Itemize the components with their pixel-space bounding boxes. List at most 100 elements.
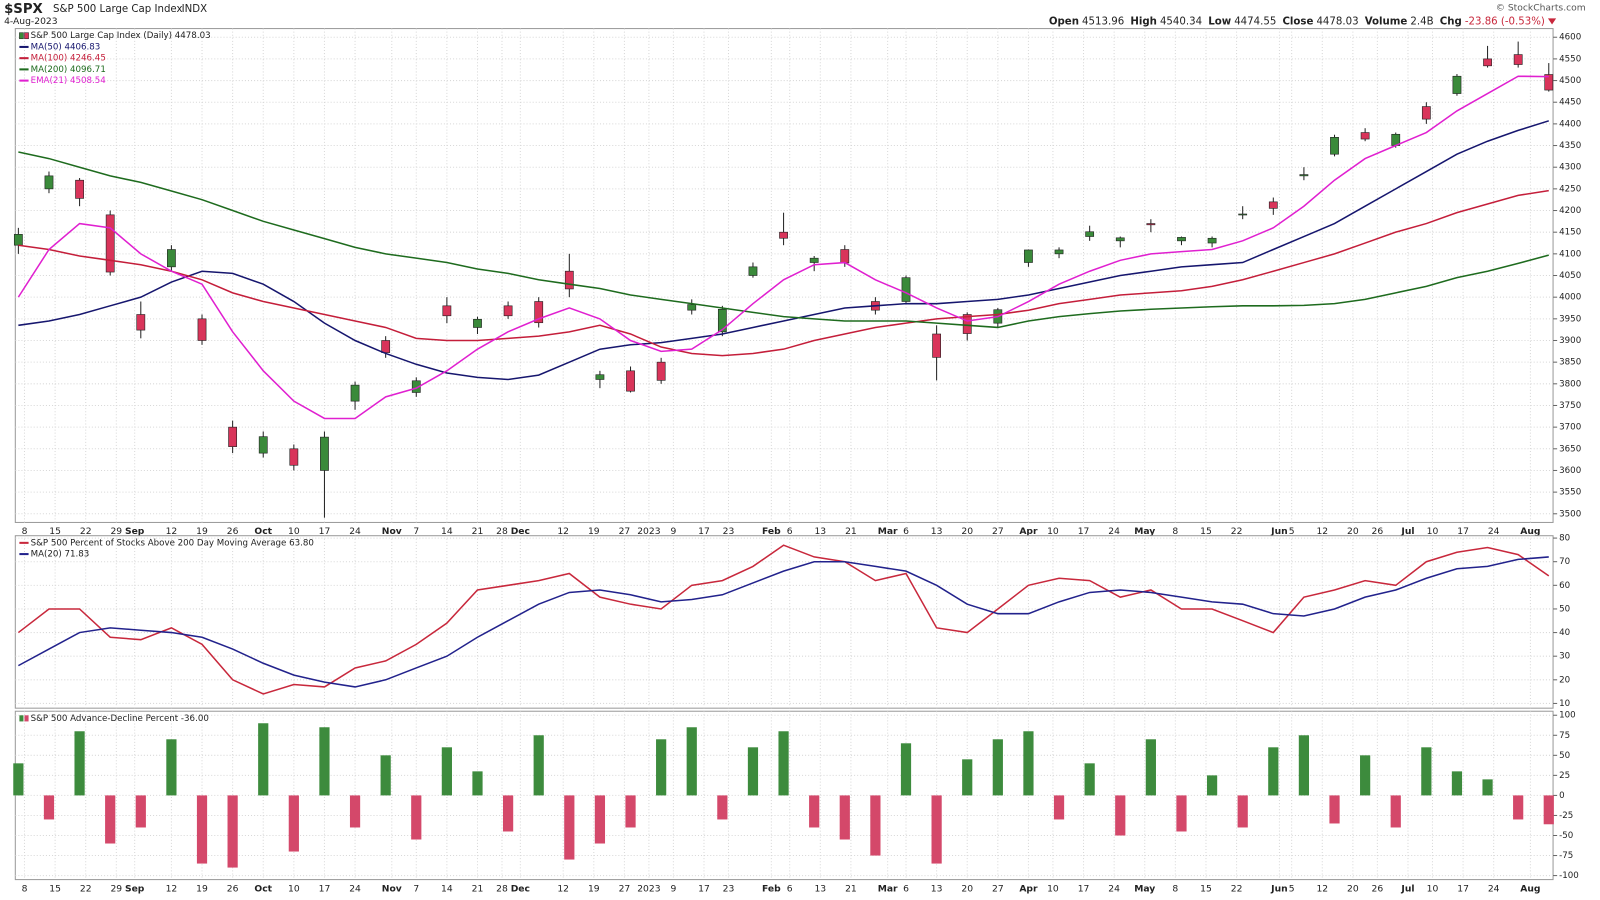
- quote-value: 4540.34: [1160, 16, 1202, 27]
- candle-body: [258, 436, 268, 454]
- y-tick-label: 20: [1559, 675, 1570, 685]
- symbol: $SPX: [4, 2, 43, 17]
- candle-body: [320, 436, 329, 471]
- x-tick-label: 24: [1488, 883, 1500, 894]
- x-tick-label: Aug: [1520, 883, 1540, 894]
- x-tick-label: 29: [110, 883, 122, 894]
- x-tick-label: 21: [845, 883, 857, 894]
- candle-body: [595, 374, 605, 380]
- bar: [686, 727, 697, 796]
- x-tick-label: 29: [110, 526, 122, 537]
- legend-label: EMA(21) 4508.54: [31, 76, 107, 86]
- x-tick-label: 17: [319, 526, 331, 537]
- x-tick-label: 26: [1372, 883, 1384, 894]
- candle-body: [1330, 137, 1339, 155]
- legend-label: MA(50) 4406.83: [31, 42, 101, 52]
- bar: [747, 747, 759, 796]
- x-tick-label: Dec: [511, 526, 530, 537]
- x-tick-label: 21: [472, 526, 484, 537]
- x-tick-label: 19: [196, 526, 208, 537]
- candle-body: [503, 305, 513, 317]
- legend-label: S&P 500 Large Cap Index (Daily) 4478.03: [31, 31, 211, 41]
- x-tick-label: 8: [22, 526, 28, 537]
- y-tick-label: 4550: [1559, 54, 1581, 64]
- candle-body: [687, 304, 697, 311]
- candle-body: [779, 231, 788, 239]
- x-tick-label: 6: [787, 526, 793, 537]
- x-tick-label: 27: [992, 883, 1004, 894]
- legend-label: MA(200) 4096.71: [31, 65, 106, 75]
- bar: [43, 795, 55, 820]
- x-tick-label: 17: [1457, 526, 1469, 537]
- y-tick-label: 3850: [1559, 358, 1581, 368]
- quote-value: 4474.55: [1234, 16, 1276, 27]
- x-tick-label: 17: [698, 526, 710, 537]
- x-tick-label: 10: [1427, 526, 1439, 537]
- y-tick-label: -50: [1559, 831, 1573, 841]
- bar: [1390, 795, 1401, 828]
- y-tick-label: 4300: [1559, 163, 1581, 173]
- x-tick-label: 22: [80, 883, 92, 894]
- x-tick-label: Nov: [382, 526, 402, 537]
- x-tick-label: 6: [903, 883, 909, 894]
- bar: [564, 795, 575, 860]
- x-tick-label: May: [1134, 526, 1155, 537]
- quote: Open 4513.96 High 4540.34 Low 4474.55 Close 447…: [1049, 16, 1545, 27]
- x-tick-label: 15: [1200, 883, 1212, 894]
- bar: [196, 795, 208, 864]
- x-tick-label: Dec: [511, 883, 530, 894]
- x-tick-label: 10: [1047, 526, 1059, 537]
- candle-body: [1207, 237, 1217, 244]
- candle-body: [1054, 249, 1064, 255]
- y-tick-label: 3700: [1559, 423, 1581, 433]
- bar: [472, 771, 483, 796]
- x-tick-label: 8: [1172, 883, 1178, 894]
- quote-value: 4478.03: [1316, 16, 1358, 27]
- y-tick-label: 50: [1559, 604, 1570, 614]
- candle-body: [13, 234, 23, 246]
- quote-label: Chg: [1440, 16, 1462, 27]
- bar: [166, 739, 177, 796]
- x-tick-label: 15: [49, 883, 61, 894]
- quote-value: 4513.96: [1082, 16, 1124, 27]
- y-tick-label: -100: [1559, 871, 1579, 881]
- y-tick-label: 60: [1559, 581, 1570, 591]
- legend-icon: [24, 32, 29, 40]
- candle-body: [656, 361, 666, 381]
- x-tick-label: 17: [698, 883, 710, 894]
- candle-body: [748, 266, 758, 276]
- quote-label: Volume: [1365, 16, 1408, 27]
- bar: [258, 723, 269, 796]
- credit: © StockCharts.com: [1496, 3, 1586, 14]
- x-tick-label: 8: [22, 883, 28, 894]
- bar: [1084, 763, 1095, 796]
- quote-value: -23.86 (-0.53%): [1465, 16, 1545, 27]
- x-tick-label: Oct: [254, 883, 272, 894]
- bar: [74, 731, 85, 796]
- y-tick-label: 4050: [1559, 271, 1581, 281]
- x-tick-label: 13: [931, 526, 943, 537]
- down-arrow: [1547, 18, 1557, 25]
- bar: [931, 795, 942, 864]
- x-tick-label: Jun: [1270, 883, 1287, 894]
- y-tick-label: 4600: [1559, 33, 1581, 43]
- bar: [288, 795, 299, 852]
- line-series: [17, 75, 1549, 420]
- y-tick-label: 3800: [1559, 379, 1581, 389]
- x-tick-label: Jul: [1400, 883, 1414, 894]
- x-tick-label: 23: [723, 526, 735, 537]
- quote-label: High: [1130, 16, 1157, 27]
- x-tick-label: 13: [814, 883, 826, 894]
- candle-body: [1238, 213, 1248, 216]
- candle-body: [962, 314, 972, 334]
- date: 4-Aug-2023: [4, 16, 58, 27]
- candle-body: [167, 249, 176, 268]
- candle-body: [1024, 249, 1033, 263]
- x-tick-label: Oct: [254, 526, 272, 537]
- x-tick-label: 10: [288, 883, 300, 894]
- candle-body: [105, 214, 115, 273]
- candle-body: [901, 277, 911, 302]
- x-tick-label: 15: [49, 526, 61, 537]
- x-tick-label: 6: [903, 526, 909, 537]
- x-tick-label: 10: [1047, 883, 1059, 894]
